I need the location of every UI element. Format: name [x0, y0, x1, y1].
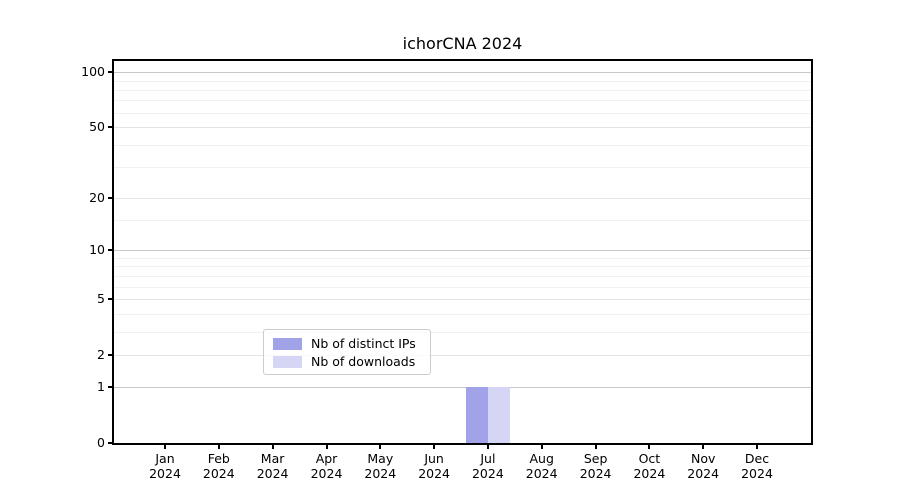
legend: Nb of distinct IPs Nb of downloads: [263, 329, 431, 375]
x-tick-label: Aug 2024: [525, 451, 558, 481]
x-tick-label: Dec 2024: [741, 451, 773, 481]
x-tick-mark: [164, 445, 166, 449]
y-tick-mark: [108, 249, 112, 252]
y-tick-mark: [108, 298, 112, 300]
legend-label-downloads: Nb of downloads: [311, 354, 416, 369]
y-tick-mark: [108, 386, 112, 389]
x-tick-mark: [756, 445, 758, 449]
y-tick-mark: [108, 353, 112, 356]
x-tick-mark: [648, 445, 651, 449]
minor-gridline: [114, 266, 811, 268]
y-gridline: [114, 127, 811, 128]
plot-area: 0 1 2 5 10 20 50 100 Jan 2024 Feb 2024 Mar 2024 Apr…: [81, 59, 813, 481]
minor-gridline: [114, 220, 811, 222]
y-tick-mark: [108, 197, 112, 200]
x-tick-label: Nov 2024: [687, 451, 720, 481]
y-tick-mark: [108, 442, 112, 444]
x-tick-mark: [379, 445, 382, 449]
minor-gridline: [114, 112, 811, 114]
y-gridline: [114, 387, 811, 389]
x-tick-mark: [702, 445, 705, 449]
minor-gridline: [114, 286, 811, 288]
y-tick-label: 100: [81, 64, 105, 80]
y-tick-label: 20: [89, 190, 105, 206]
y-gridline: [114, 299, 811, 300]
minor-gridline: [114, 80, 811, 82]
x-tick-label: Jun 2024: [418, 451, 450, 481]
y-gridline: [114, 354, 811, 356]
minor-gridline: [114, 313, 811, 315]
x-tick-label: Jul 2024: [471, 451, 504, 481]
y-tick-label: 10: [89, 242, 105, 258]
distinct-ips-swatch-icon: [273, 337, 302, 350]
y-gridline: [114, 250, 811, 252]
y-tick-mark: [108, 71, 112, 74]
x-tick-mark: [433, 445, 436, 449]
y-tick-label: 1: [97, 379, 105, 395]
y-tick-label: 0: [97, 435, 105, 450]
x-tick-label: Mar 2024: [256, 451, 289, 481]
chart-title: ichorCNA 2024: [402, 34, 523, 53]
x-tick-label: Apr 2024: [310, 451, 343, 481]
minor-gridline: [114, 331, 811, 333]
downloads-swatch-icon: [273, 355, 302, 368]
legend-item-distinct-ips: Nb of distinct IPs: [273, 336, 421, 351]
x-tick-mark: [325, 445, 328, 449]
y-gridline: [114, 72, 811, 74]
y-tick-label: 5: [97, 291, 105, 306]
x-tick-mark: [540, 445, 543, 449]
minor-gridline: [114, 89, 811, 91]
minor-gridline: [114, 100, 811, 102]
x-tick-mark: [594, 445, 597, 449]
legend-item-downloads: Nb of downloads: [273, 354, 421, 369]
minor-gridline: [114, 167, 811, 168]
y-tick-mark: [108, 126, 112, 128]
x-tick-mark: [486, 445, 489, 449]
minor-gridline: [114, 144, 811, 146]
minor-gridline: [114, 258, 811, 259]
x-tick-label: Oct 2024: [633, 451, 666, 481]
y-gridline: [114, 198, 811, 200]
x-tick-label: May 2024: [364, 451, 397, 481]
x-tick-label: Jan 2024: [149, 451, 181, 481]
x-tick-mark: [217, 445, 220, 449]
bar-nb-of-distinct-ips-jul: [465, 387, 488, 443]
minor-gridline: [114, 275, 811, 277]
x-tick-label: Sep 2024: [579, 451, 612, 481]
y-tick-label: 50: [89, 119, 105, 134]
x-tick-mark: [271, 445, 274, 449]
bar-nb-of-downloads-jul: [487, 387, 510, 443]
legend-label-distinct-ips: Nb of distinct IPs: [311, 336, 416, 351]
y-tick-label: 2: [97, 346, 105, 362]
x-tick-label: Feb 2024: [202, 451, 235, 481]
